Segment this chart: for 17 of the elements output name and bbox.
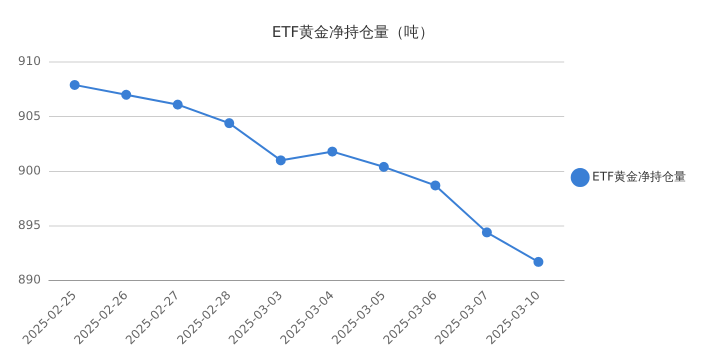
point: [327, 146, 338, 157]
point: [121, 90, 132, 100]
y-tick-label: 910: [18, 54, 41, 68]
y-tick-label: 905: [18, 108, 41, 123]
point: [482, 227, 492, 238]
point: [533, 256, 544, 267]
y-tick-label: 900: [18, 163, 41, 178]
y-tick-label: 890: [18, 272, 41, 287]
point: [172, 100, 183, 110]
point: [276, 155, 286, 166]
point: [378, 162, 389, 172]
point: [224, 118, 234, 128]
point: [70, 80, 80, 90]
legend-label: ETF黄金净持仓量: [592, 170, 686, 184]
point: [430, 180, 440, 190]
chart-title: ETF黄金净持仓量（吨）: [272, 22, 434, 41]
y-tick-label: 895: [18, 218, 41, 232]
